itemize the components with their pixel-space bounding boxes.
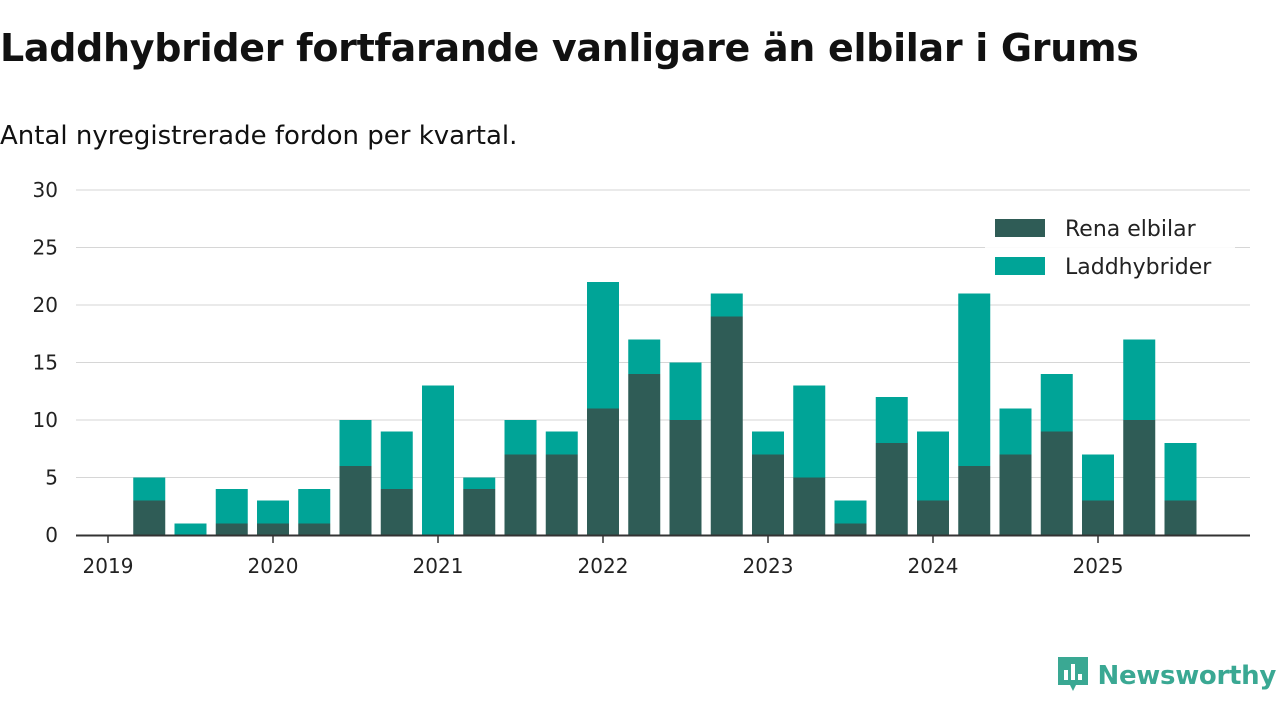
bar-laddhybrider [793, 385, 826, 478]
x-tick-label: 2024 [908, 554, 959, 578]
legend-label: Laddhybrider [1065, 255, 1212, 280]
x-tick-label: 2023 [743, 554, 794, 578]
x-tick-label: 2019 [83, 554, 134, 578]
bar-laddhybrider [999, 408, 1032, 455]
bar-laddhybrider [669, 362, 702, 420]
bar-laddhybrider [545, 431, 578, 455]
bar-laddhybrider [875, 397, 908, 443]
legend-swatch [995, 257, 1045, 275]
y-tick-label: 25 [33, 236, 58, 260]
bar-rena-elbilar [1123, 420, 1156, 535]
x-tick-label: 2022 [578, 554, 629, 578]
bar-rena-elbilar [669, 420, 702, 535]
bar-laddhybrider [174, 523, 207, 535]
bar-laddhybrider [133, 477, 166, 501]
bar-laddhybrider [1040, 374, 1073, 432]
bar-laddhybrider [917, 431, 949, 501]
bar-rena-elbilar [999, 454, 1032, 535]
legend-label: Rena elbilar [1065, 217, 1197, 242]
bar-laddhybrider [422, 385, 454, 535]
y-tick-label: 5 [45, 466, 58, 490]
bar-rena-elbilar [1164, 500, 1197, 535]
bar-rena-elbilar [628, 374, 661, 535]
bar-rena-elbilar [257, 523, 289, 535]
bar-laddhybrider [339, 420, 372, 466]
chart-subtitle: Antal nyregistrerade fordon per kvartal. [0, 121, 518, 151]
bar-rena-elbilar [339, 466, 372, 535]
newsworthy-logo-icon [1056, 655, 1090, 697]
bar-rena-elbilar [545, 454, 578, 535]
bar-rena-elbilar [958, 466, 991, 535]
y-tick-label: 20 [33, 293, 58, 317]
bar-laddhybrider [834, 500, 867, 524]
bar-rena-elbilar [587, 408, 619, 535]
bar-rena-elbilar [1040, 431, 1073, 535]
bar-rena-elbilar [1082, 500, 1114, 535]
bar-laddhybrider [215, 489, 248, 524]
bar-laddhybrider [298, 489, 331, 524]
x-tick-label: 2025 [1073, 554, 1124, 578]
bar-rena-elbilar [298, 523, 331, 535]
x-tick-label: 2020 [248, 554, 299, 578]
y-tick-label: 0 [45, 523, 58, 547]
bar-laddhybrider [257, 500, 289, 524]
bar-laddhybrider [710, 293, 743, 317]
brand-name: Newsworthy [1097, 661, 1277, 691]
bars [133, 282, 1197, 535]
gridlines [76, 189, 1250, 478]
y-tick-label: 15 [33, 351, 58, 375]
bar-laddhybrider [958, 293, 991, 466]
y-tick-label: 30 [33, 178, 58, 202]
bar-rena-elbilar [793, 477, 826, 535]
bar-laddhybrider [1082, 454, 1114, 501]
bar-laddhybrider [504, 420, 537, 455]
bar-laddhybrider [1164, 443, 1197, 501]
x-axis: 2019 2020 2021 2022 2023 2024 2025 [76, 534, 1250, 578]
bar-rena-elbilar [463, 489, 496, 535]
x-tick-label: 2021 [413, 554, 464, 578]
bar-rena-elbilar [834, 523, 867, 535]
bar-laddhybrider [380, 431, 413, 489]
bar-laddhybrider [587, 282, 619, 409]
y-axis-ticks: 0 5 10 15 20 25 30 [33, 178, 58, 547]
bar-laddhybrider [1123, 339, 1156, 420]
chart-title: Laddhybrider fortfarande vanligare än el… [0, 26, 1139, 70]
bar-rena-elbilar [133, 500, 166, 535]
bar-rena-elbilar [215, 523, 248, 535]
y-tick-label: 10 [33, 408, 58, 432]
bar-rena-elbilar [380, 489, 413, 535]
bar-rena-elbilar [504, 454, 537, 535]
bar-rena-elbilar [917, 500, 949, 535]
bar-rena-elbilar [710, 316, 743, 535]
bar-laddhybrider [463, 477, 496, 489]
legend-swatch [995, 219, 1045, 237]
bar-laddhybrider [752, 431, 784, 455]
bar-laddhybrider [628, 339, 661, 374]
bar-rena-elbilar [752, 454, 784, 535]
newsworthy-brand: Newsworthy [1056, 655, 1276, 697]
bar-rena-elbilar [875, 443, 908, 535]
legend: Rena elbilar Laddhybrider [985, 208, 1235, 288]
